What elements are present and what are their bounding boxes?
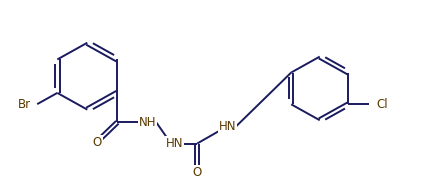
Text: HN: HN [166, 137, 183, 150]
Text: HN: HN [219, 120, 237, 133]
Text: O: O [93, 136, 102, 149]
Text: Br: Br [18, 98, 31, 111]
Text: O: O [192, 166, 202, 179]
Text: NH: NH [139, 116, 156, 129]
Text: Cl: Cl [377, 98, 388, 111]
